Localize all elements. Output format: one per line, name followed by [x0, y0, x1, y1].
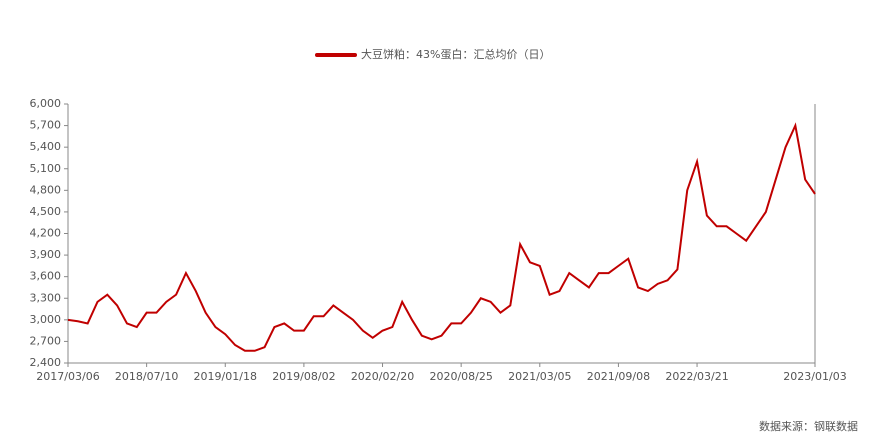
y-tick-label: 5,700: [30, 119, 62, 132]
data-line: [67, 122, 816, 352]
y-tick-label: 3,900: [30, 248, 62, 261]
x-tick-label: 2019/08/02: [272, 370, 335, 383]
y-tick-label: 4,500: [30, 205, 62, 218]
x-tick-label: 2020/08/25: [429, 370, 492, 383]
source-note: 数据来源：钢联数据: [759, 419, 858, 433]
x-tick-label: 2019/01/18: [194, 370, 257, 383]
y-tick-label: 4,800: [30, 183, 62, 196]
x-tick-label: 2021/03/05: [508, 370, 571, 383]
x-tick-label: 2023/01/03: [783, 370, 846, 383]
y-tick-label: 5,100: [30, 162, 62, 175]
y-tick-label: 3,600: [30, 270, 62, 283]
y-tick-label: 2,400: [30, 356, 62, 369]
x-tick-label: 2021/09/08: [587, 370, 650, 383]
legend-label: 大豆饼粕：43%蛋白：汇总均价（日）: [361, 47, 550, 61]
x-tick-label: 2022/03/21: [665, 370, 728, 383]
y-tick-label: 3,300: [30, 291, 62, 304]
x-tick-label: 2018/07/10: [115, 370, 178, 383]
y-tick-label: 2,700: [30, 334, 62, 347]
y-tick-label: 4,200: [30, 227, 62, 240]
x-tick-label: 2020/02/20: [351, 370, 414, 383]
y-tick-label: 6,000: [30, 97, 62, 110]
x-tick-label: 2017/03/06: [36, 370, 99, 383]
y-tick-label: 5,400: [30, 140, 62, 153]
y-tick-label: 3,000: [30, 313, 62, 326]
